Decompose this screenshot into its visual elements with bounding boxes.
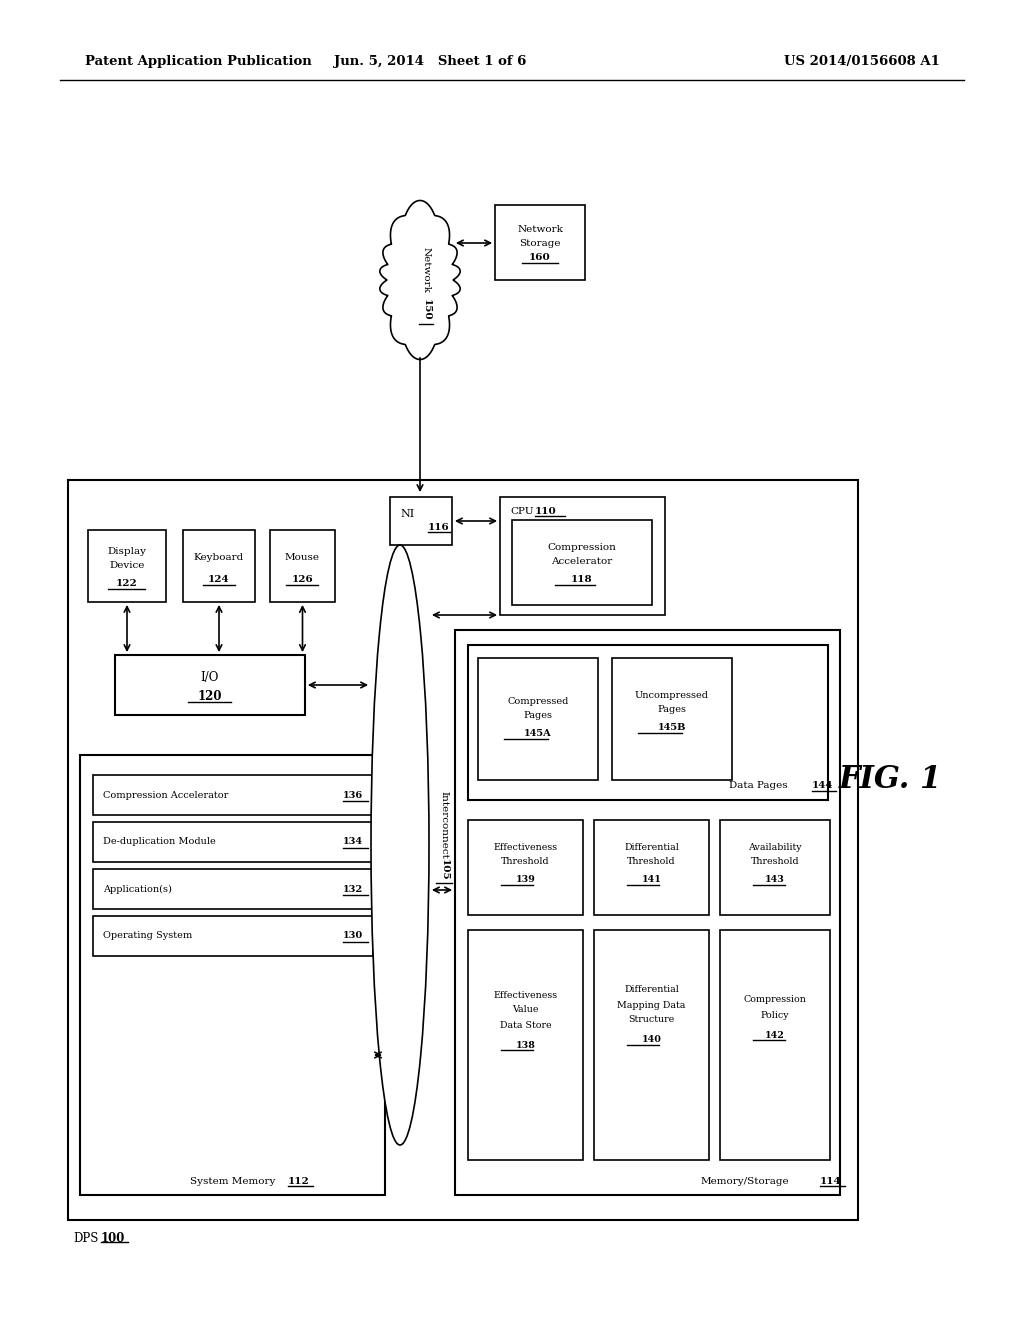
Bar: [468, 820, 583, 915]
Text: Keyboard: Keyboard: [194, 553, 244, 562]
Text: Compression: Compression: [743, 995, 807, 1005]
Text: 118: 118: [571, 576, 593, 585]
Bar: [500, 498, 665, 615]
Text: Policy: Policy: [761, 1011, 790, 1019]
Bar: [468, 931, 583, 1160]
Text: 145B: 145B: [657, 723, 686, 733]
Text: 120: 120: [198, 690, 222, 704]
Text: 145A: 145A: [524, 730, 552, 738]
Text: 124: 124: [208, 576, 229, 585]
Text: 139: 139: [516, 875, 536, 884]
Text: 130: 130: [343, 932, 364, 940]
Text: 150: 150: [422, 300, 430, 321]
Bar: [468, 645, 828, 800]
Bar: [594, 820, 709, 915]
Text: Operating System: Operating System: [103, 932, 193, 940]
Bar: [612, 657, 732, 780]
Text: 136: 136: [343, 791, 364, 800]
Text: DPS: DPS: [73, 1232, 98, 1245]
Text: De-duplication Module: De-duplication Module: [103, 837, 216, 846]
Bar: [93, 869, 373, 909]
Text: Accelerator: Accelerator: [551, 557, 612, 566]
Bar: [720, 820, 830, 915]
Text: NI: NI: [400, 510, 415, 519]
Text: Application(s): Application(s): [103, 884, 172, 894]
Text: 160: 160: [529, 253, 551, 263]
Text: 134: 134: [343, 837, 364, 846]
Bar: [183, 531, 255, 602]
Text: 122: 122: [116, 579, 138, 589]
Text: 141: 141: [642, 875, 662, 884]
Bar: [115, 655, 305, 715]
Text: Network: Network: [422, 247, 430, 293]
Text: Structure: Structure: [629, 1015, 675, 1024]
Text: Memory/Storage: Memory/Storage: [700, 1176, 790, 1185]
Bar: [88, 531, 166, 602]
Text: FIG. 1: FIG. 1: [839, 764, 942, 796]
Text: Jun. 5, 2014   Sheet 1 of 6: Jun. 5, 2014 Sheet 1 of 6: [334, 55, 526, 69]
Text: 144: 144: [812, 781, 834, 791]
Text: 140: 140: [642, 1035, 662, 1044]
Text: Data Store: Data Store: [500, 1020, 551, 1030]
Text: Network: Network: [517, 226, 563, 235]
Bar: [495, 205, 585, 280]
Text: System Memory: System Memory: [189, 1176, 275, 1185]
Ellipse shape: [371, 545, 429, 1144]
Text: Compression Accelerator: Compression Accelerator: [103, 791, 228, 800]
Bar: [80, 755, 385, 1195]
Text: Effectiveness: Effectiveness: [494, 843, 557, 853]
Text: Mapping Data: Mapping Data: [617, 1001, 686, 1010]
Text: 114: 114: [820, 1176, 842, 1185]
Text: Uncompressed: Uncompressed: [635, 692, 709, 701]
Text: Display: Display: [108, 548, 146, 557]
Text: US 2014/0156608 A1: US 2014/0156608 A1: [784, 55, 940, 69]
Text: Pages: Pages: [657, 705, 686, 714]
Bar: [93, 822, 373, 862]
Polygon shape: [380, 201, 460, 359]
Text: 110: 110: [535, 507, 557, 516]
Text: Availability: Availability: [749, 843, 802, 853]
Text: 143: 143: [765, 875, 785, 884]
Bar: [512, 520, 652, 605]
Text: 116: 116: [428, 523, 450, 532]
Bar: [68, 480, 858, 1220]
Text: 105: 105: [439, 859, 449, 880]
Text: I/O: I/O: [201, 671, 219, 684]
Bar: [478, 657, 598, 780]
Bar: [455, 630, 840, 1195]
Text: Pages: Pages: [523, 711, 553, 721]
Text: Storage: Storage: [519, 239, 561, 248]
Bar: [93, 916, 373, 956]
Text: Patent Application Publication: Patent Application Publication: [85, 55, 311, 69]
Text: Threshold: Threshold: [501, 858, 550, 866]
Text: 138: 138: [515, 1040, 536, 1049]
Text: 142: 142: [765, 1031, 785, 1040]
Text: Compression: Compression: [548, 544, 616, 553]
Text: Differential: Differential: [624, 843, 679, 853]
Bar: [720, 931, 830, 1160]
Text: Interconnect: Interconnect: [439, 791, 449, 859]
Text: 126: 126: [292, 576, 313, 585]
Text: Threshold: Threshold: [751, 858, 800, 866]
Text: Mouse: Mouse: [285, 553, 319, 562]
Text: Effectiveness: Effectiveness: [494, 990, 557, 999]
Text: 100: 100: [101, 1232, 125, 1245]
Text: Data Pages: Data Pages: [729, 781, 787, 791]
Bar: [390, 498, 452, 545]
Text: CPU: CPU: [510, 507, 534, 516]
Text: Compressed: Compressed: [507, 697, 568, 706]
Text: Value: Value: [512, 1006, 539, 1015]
Text: Device: Device: [110, 561, 144, 570]
Text: Threshold: Threshold: [627, 858, 676, 866]
Text: Differential: Differential: [624, 986, 679, 994]
Bar: [93, 775, 373, 814]
Text: 132: 132: [343, 884, 364, 894]
Text: 112: 112: [288, 1176, 309, 1185]
Bar: [594, 931, 709, 1160]
Bar: [270, 531, 335, 602]
